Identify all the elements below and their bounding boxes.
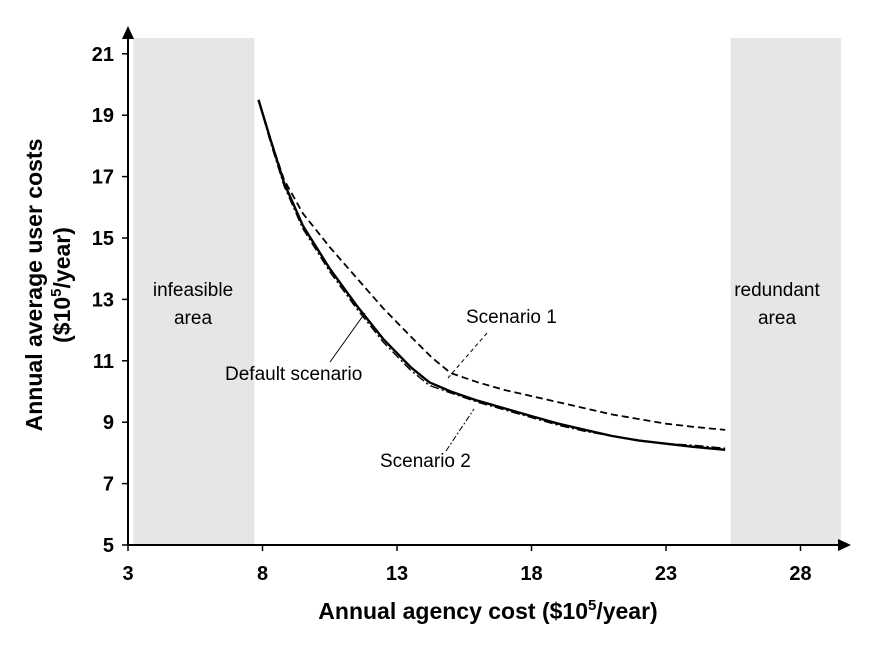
x-tick-label: 23 (655, 563, 677, 585)
y-tick-label: 5 (103, 535, 114, 557)
leader-scenario-1 (447, 332, 488, 379)
y-tick-label: 15 (92, 228, 114, 250)
y-tick-label: 17 (92, 167, 114, 189)
region-label-infeasible-line1: infeasible (153, 280, 233, 301)
y-tick-label: 21 (92, 44, 114, 66)
y-tick-label: 13 (92, 289, 114, 311)
shaded-region-infeasible (133, 38, 255, 545)
axes (122, 26, 851, 551)
region-label-redundant-line1: redundant (734, 280, 820, 301)
y-tick-label: 9 (103, 412, 114, 434)
x-axis-title: Annual agency cost ($105/year) (318, 597, 657, 624)
shaded-region-redundant (730, 38, 841, 545)
y-tick-label: 11 (93, 351, 114, 373)
series-line-default-scenario (257, 99, 726, 451)
y-axis-title-line1: Annual average user costs (21, 139, 47, 432)
x-tick-label: 8 (257, 563, 268, 585)
annotation-scenario-2: Scenario 2 (380, 451, 471, 472)
series-line-scenario-2 (257, 99, 726, 449)
x-tick-label: 18 (520, 563, 542, 585)
annotation-leader-lines (329, 312, 488, 452)
y-tick-label: 19 (92, 105, 114, 127)
region-label-infeasible-line2: area (174, 308, 212, 329)
series-line-scenario-1 (257, 99, 726, 431)
annotation-default-scenario: Default scenario (225, 364, 362, 385)
series-lines (257, 99, 726, 451)
x-tick-label: 13 (386, 563, 408, 585)
y-tick-label: 7 (103, 474, 114, 496)
shaded-regions (133, 38, 841, 545)
x-tick-label: 28 (789, 563, 811, 585)
y-axis-arrowhead (122, 26, 134, 39)
leader-default-scenario (329, 312, 366, 363)
annotation-scenario-1: Scenario 1 (466, 307, 557, 328)
x-axis-ticks: 3 8 13 18 23 28 (122, 545, 812, 585)
x-tick-label: 3 (122, 563, 133, 585)
y-axis-title-line2: ($105/year) (48, 227, 75, 343)
region-label-redundant-line2: area (758, 308, 796, 329)
leader-scenario-2 (445, 408, 475, 452)
y-axis-ticks: 5 7 9 11 13 15 17 19 21 (92, 44, 128, 557)
x-axis-arrowhead (838, 539, 851, 551)
